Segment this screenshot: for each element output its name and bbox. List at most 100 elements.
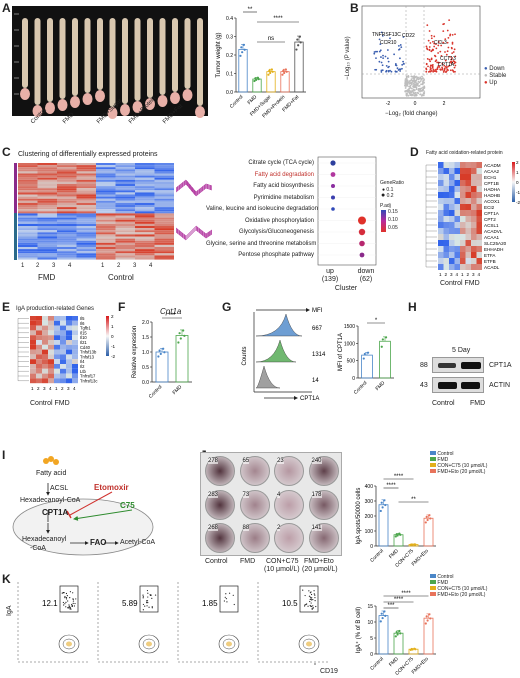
event-dot	[311, 597, 313, 599]
event-dot	[308, 590, 310, 592]
point-up	[449, 69, 452, 72]
heatmap-cell	[135, 232, 155, 235]
point-up	[453, 66, 456, 69]
event-dot	[223, 600, 225, 602]
point-up	[440, 44, 443, 47]
y-tick-label: 300	[365, 499, 374, 505]
colon-photo	[12, 6, 208, 119]
cpt1a-mfi-chart: 0 500 1000 1500 Control FMD MFI of CPT1A *	[338, 318, 394, 396]
point-up	[453, 48, 456, 51]
heatmap-cell	[96, 213, 116, 216]
point-stable	[414, 91, 417, 94]
heatmap-cell	[37, 181, 57, 184]
colon-photo-svg	[14, 13, 205, 119]
well-count: 268	[208, 525, 219, 531]
gene-label: HADHA	[484, 187, 501, 192]
point-up	[439, 50, 442, 53]
heatmap-cell	[154, 167, 174, 170]
colon-specimen	[97, 18, 103, 90]
population-contour	[226, 641, 232, 647]
point-up	[446, 29, 449, 32]
data-point	[299, 41, 302, 44]
heatmap-cell	[454, 204, 460, 210]
flow-k-ylabel: IgA	[6, 605, 13, 616]
heatmap-cell	[154, 221, 174, 224]
heatmap-cell	[30, 330, 36, 336]
heatmap-cell	[36, 378, 42, 384]
heatmap-cell	[154, 184, 174, 187]
heatmap-cell	[154, 219, 174, 222]
heatmap-cell	[476, 222, 482, 228]
heatmap-cell	[18, 238, 38, 241]
heatmap-cell	[465, 162, 471, 168]
heatmap-cell	[96, 209, 116, 212]
heatmap-cell	[36, 316, 42, 321]
heatmap-cell	[36, 325, 42, 331]
x-tick-label: 0	[414, 101, 417, 107]
heatmap-cell	[135, 215, 155, 218]
heatmap-cell	[18, 244, 38, 247]
colon-specimen	[159, 18, 166, 95]
heatmap-cell	[454, 222, 460, 228]
colon-specimen	[22, 18, 28, 88]
heatmap-cell	[54, 325, 60, 331]
event-dot	[72, 598, 74, 601]
point-up	[444, 51, 446, 53]
gene-label: Cd40	[80, 345, 91, 350]
heatmap-cell	[465, 234, 471, 240]
heatmap-cell	[57, 205, 77, 208]
node-hexadecanoyl: Hexadecanoyl	[22, 536, 67, 543]
event-dot	[307, 605, 309, 607]
heatmap-cell	[30, 344, 36, 350]
heatmap-cell	[36, 344, 42, 350]
point-up	[437, 44, 440, 47]
heatmap-cell	[76, 226, 96, 229]
panel-label-i: I	[2, 448, 6, 462]
legend-k-2: CON+C75 (10 μmol/L)	[437, 586, 488, 592]
heatmap-cell	[57, 209, 77, 212]
heatmap-cell	[66, 354, 72, 360]
heatmap-cell	[135, 207, 155, 210]
column-label: 2	[467, 272, 470, 277]
heatmap-cell	[96, 219, 116, 222]
heatmap-cell	[135, 228, 155, 231]
event-dot	[142, 609, 144, 611]
point-up	[438, 41, 440, 43]
well-label-fmd: FMD	[240, 558, 256, 565]
blot-title: 5 Day	[452, 347, 471, 354]
heatmap-cell	[465, 216, 471, 222]
heatmap-cell	[135, 249, 155, 252]
point-up	[452, 60, 455, 62]
gene-label: EHHADH	[484, 247, 503, 252]
heatmap-cell	[96, 244, 116, 247]
heatmap-cell	[57, 238, 77, 241]
heatmap-cell	[135, 213, 155, 216]
heatmap-cell	[115, 184, 135, 187]
heatmap-cell	[66, 320, 72, 326]
point-up	[449, 34, 451, 37]
heatmap-cell	[476, 186, 482, 192]
heatmap-cell	[135, 223, 155, 226]
point-up	[437, 52, 440, 54]
point-up	[426, 48, 429, 51]
point-up	[437, 61, 440, 64]
elispot-well: 73	[239, 489, 270, 520]
heatmap-cell	[76, 253, 96, 256]
heatmap-cell	[449, 234, 455, 240]
event-dot	[302, 589, 304, 591]
heatmap-cell	[42, 330, 48, 336]
cluster-up-count: (139)	[321, 276, 339, 283]
heatmap-cell	[37, 251, 57, 254]
heatmap-cell	[37, 198, 57, 201]
heatmap-cell	[57, 234, 77, 237]
heatmap-cell	[42, 335, 48, 340]
heatmap-cell	[48, 335, 54, 340]
y-tick-label: 1.0	[142, 350, 149, 356]
heatmap-cell	[449, 210, 455, 216]
y-tick-label: 0.3	[226, 35, 233, 41]
event-dot	[309, 598, 311, 601]
heatmap-cell	[443, 198, 449, 204]
heatmap-cell	[135, 190, 155, 193]
heatmap-cell	[115, 163, 135, 166]
event-dot	[151, 607, 153, 609]
